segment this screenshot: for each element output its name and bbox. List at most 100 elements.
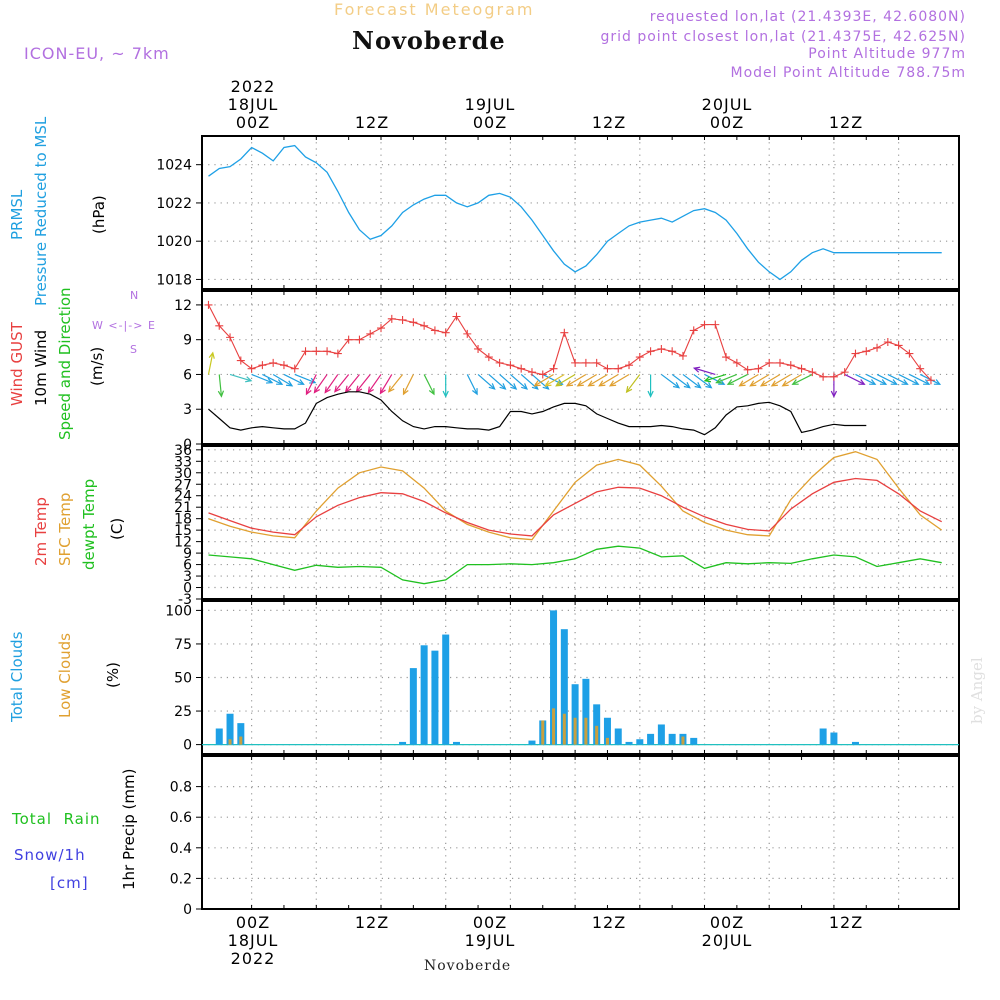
wind-arrow-shaft (520, 374, 539, 390)
total-cloud-bar (399, 741, 407, 745)
gust-point (851, 349, 860, 358)
low-cloud-bar (595, 725, 599, 745)
gust-point (646, 347, 655, 356)
wind-arrow-shaft (771, 373, 792, 387)
gust-point (657, 344, 666, 353)
total-cloud-bar (690, 737, 698, 745)
y-tick-label: 1024 (156, 158, 192, 174)
wind-arrow-head (499, 383, 507, 390)
wind-direction-arrow (781, 373, 802, 387)
wind-arrow-shaft (423, 374, 435, 395)
gust-point (441, 328, 450, 337)
wind-direction-arrow (402, 374, 414, 396)
wind-arrow-head (830, 390, 838, 398)
wind-direction-arrow (844, 373, 866, 385)
wind-direction-arrow (661, 373, 681, 389)
wind-arrow-head (266, 377, 274, 384)
wind-direction-arrow (510, 374, 529, 390)
gust-point (625, 361, 634, 370)
top-year-label: 2022 (230, 77, 276, 96)
gust-point (269, 358, 278, 367)
wind-arrow-head (379, 387, 386, 395)
wind-arrow-head (890, 379, 898, 385)
wind-arrow-shaft (534, 373, 554, 387)
bottom-hour-00z-18: 00Z (235, 913, 271, 932)
low-cloud-bar (605, 737, 609, 745)
total-cloud-bar (647, 733, 655, 745)
wind-arrow-head (692, 366, 701, 373)
gust-point (926, 376, 935, 385)
total-cloud-bar (560, 629, 568, 745)
gust-point (366, 329, 375, 338)
wind-direction-arrow (671, 373, 691, 389)
wind-arrow-shaft (402, 374, 414, 395)
wind-arrow-shaft (531, 374, 549, 390)
wind-direction-arrow (692, 366, 716, 376)
snow-label: Snow/1h (14, 846, 86, 864)
wind-arrow-shaft (379, 374, 393, 394)
y-tick-label: 50 (174, 671, 192, 687)
top-date-20jul: 20JUL (701, 95, 753, 114)
gust-point (474, 344, 483, 353)
wind-direction-arrow (305, 374, 317, 396)
y-tick-label: 9 (183, 333, 192, 349)
y-tick-label: 24 (174, 489, 192, 505)
wind-arrow-head (749, 380, 757, 387)
wind-arrow-head (715, 377, 723, 384)
bottom-hour-12z-20: 12Z (828, 913, 864, 932)
y-tick-label: 3 (183, 402, 192, 418)
total-cloud-bar (657, 724, 665, 745)
compass-we-label: W <-|-> E (92, 319, 156, 332)
wind-arrow-head (428, 388, 435, 396)
wind-arrow-head (647, 390, 654, 398)
y-tick-label: 100 (165, 603, 192, 619)
wind-arrow-head (442, 390, 449, 398)
bottom-hour-12z-19: 12Z (591, 913, 627, 932)
panel-frame (201, 755, 960, 910)
y-tick-label: 6 (183, 367, 192, 383)
wind-direction-arrow (387, 374, 404, 393)
wind-arrow-shaft (229, 373, 252, 382)
gust-point (452, 312, 461, 321)
wind-direction-arrow (499, 374, 518, 390)
y-tick-label: 0 (183, 437, 192, 453)
wind-arrow-head (683, 382, 691, 389)
wind-arrow-head (334, 385, 341, 393)
gust-point (236, 356, 245, 365)
model-name: ICON-EU, ~ 7km (24, 44, 170, 63)
total-cloud-bar (819, 728, 827, 745)
wind-arrow-head (313, 386, 321, 394)
wind-arrow-head (576, 380, 584, 387)
wind-direction-arrow (738, 373, 759, 387)
wind-arrow-head (344, 385, 352, 393)
y-tick-label: 12 (174, 298, 192, 314)
wind-direction-arrow (565, 373, 587, 387)
gust-point (571, 358, 580, 367)
wind-arrow-head (309, 377, 317, 384)
gust-point (700, 320, 709, 329)
wind-arrow-shaft (609, 373, 630, 387)
wind-arrow-shaft (682, 373, 701, 389)
gust-point (312, 347, 321, 356)
total-cloud-bar (409, 668, 417, 745)
gust-point (517, 364, 526, 373)
gust-point (743, 365, 752, 374)
wind-arrow-head (694, 382, 702, 389)
wind-arrow-shaft (792, 373, 813, 385)
gust-point (635, 353, 644, 362)
wind-direction-arrow (715, 373, 738, 384)
wind-direction-arrow (423, 374, 435, 396)
gust-point (226, 333, 235, 342)
wind-direction-arrow (555, 373, 576, 387)
wind-arrow-head (387, 385, 395, 393)
y-tick-label: 12 (174, 535, 192, 551)
wind-arrow-shaft (704, 373, 727, 382)
wind-arrow-shaft (345, 374, 360, 393)
wind-arrow-head (738, 380, 746, 387)
y-tick-label: 0 (183, 902, 192, 918)
wind-direction-arrow (608, 373, 630, 387)
wind-direction-arrow (477, 374, 496, 390)
gust-point (689, 326, 698, 335)
point-altitude: Point Altitude 977m (808, 46, 966, 62)
wind-arrow-shaft (898, 373, 919, 385)
